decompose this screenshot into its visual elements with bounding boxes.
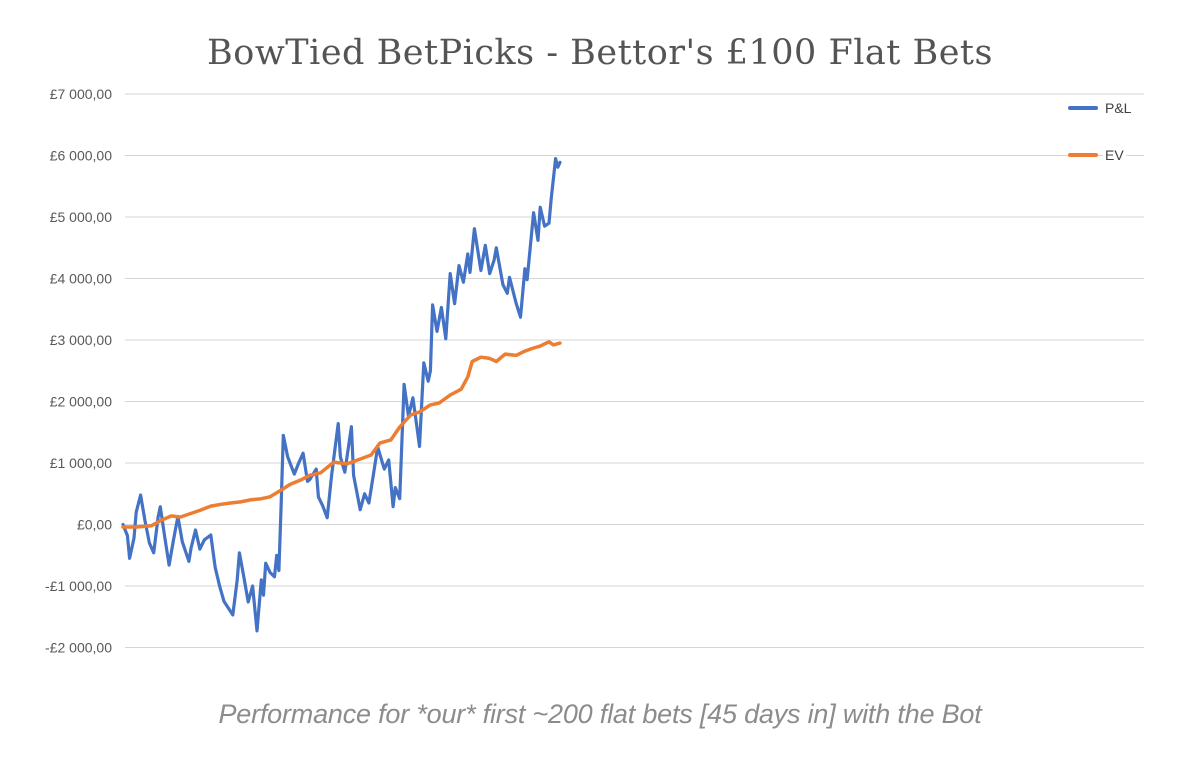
pl-line-swatch-icon xyxy=(1068,106,1098,110)
y-axis-tick-label: £4 000,00 xyxy=(50,271,112,287)
y-axis-tick-label: £6 000,00 xyxy=(50,148,112,164)
pl-data-line xyxy=(121,157,562,633)
y-axis-tick-label: £3 000,00 xyxy=(50,332,112,348)
y-axis-tick-label: £0,00 xyxy=(77,517,112,533)
legend-item-pl: P&L xyxy=(1068,100,1134,116)
ev-line-swatch-icon xyxy=(1068,153,1098,157)
y-axis-tick-label: -£1 000,00 xyxy=(45,578,112,594)
y-axis-tick-label: £5 000,00 xyxy=(50,209,112,225)
y-axis-tick-label: £1 000,00 xyxy=(50,455,112,471)
y-axis-tick-label: £2 000,00 xyxy=(50,394,112,410)
y-axis-tick-label: -£2 000,00 xyxy=(45,640,112,656)
legend-item-ev: EV xyxy=(1068,148,1126,162)
chart-caption: Performance for *our* first ~200 flat be… xyxy=(218,699,982,729)
chart-title: BowTied BetPicks - Bettor's £100 Flat Be… xyxy=(207,33,993,73)
legend-label-ev: EV xyxy=(1103,147,1126,163)
legend-label-pl: P&L xyxy=(1103,100,1134,116)
ev-data-line xyxy=(121,340,562,529)
y-axis-tick-label: £7 000,00 xyxy=(50,86,112,102)
